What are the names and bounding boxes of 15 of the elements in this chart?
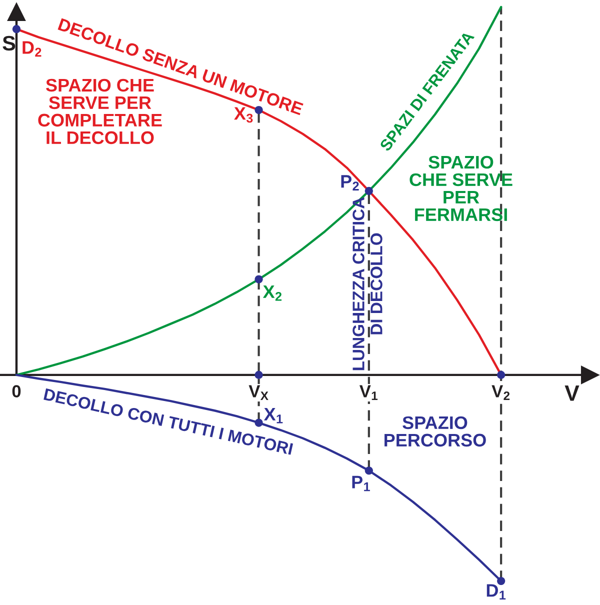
annotation: X$_{2}$ <box>262 285 282 301</box>
x-tick-label: V$_{1}$ <box>359 385 378 400</box>
annotation: P$_{1}$ <box>352 476 370 492</box>
annotation: D$_{1}$ <box>486 584 506 600</box>
x-axis-title: V <box>564 385 580 401</box>
x-tick-label: 0 <box>12 385 21 398</box>
annotation: SPAZIO CHE SERVE PER FERMARSI <box>410 156 512 222</box>
annotation: X$_{1}$ <box>264 408 283 424</box>
annotation: D$_{2}$ <box>22 41 42 57</box>
annotation: SPAZIO PERCORSO <box>384 416 486 447</box>
x-tick-label: V$_{X}$ <box>248 385 268 400</box>
x-tick-label: V$_{2}$ <box>492 385 510 400</box>
ref-line-label: LUNGHEZZA CRITICA DI DECOLLO <box>352 197 382 370</box>
annotation: P$_{2}$ <box>341 175 359 190</box>
annotation: SPAZIO CHE SERVE PER COMPLETARE IL DECOLLO <box>38 78 162 144</box>
